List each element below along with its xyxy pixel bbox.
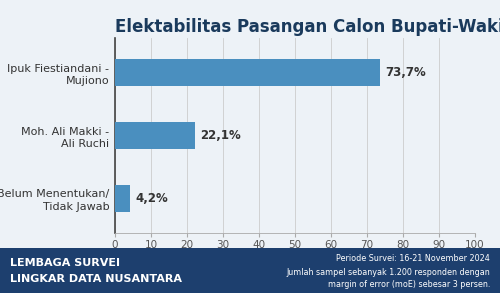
Text: Jumlah sampel sebanyak 1.200 responden dengan: Jumlah sampel sebanyak 1.200 responden d… bbox=[286, 268, 490, 277]
Bar bbox=[115, 59, 380, 86]
Text: Periode Survei: 16-21 November 2024: Periode Survei: 16-21 November 2024 bbox=[336, 254, 490, 263]
Bar bbox=[115, 122, 194, 149]
Text: LINGKAR DATA NUSANTARA: LINGKAR DATA NUSANTARA bbox=[10, 274, 182, 284]
Text: 22,1%: 22,1% bbox=[200, 129, 240, 142]
Bar bbox=[115, 185, 130, 212]
Text: Elektabilitas Pasangan Calon Bupati-Wakil Bupati: Elektabilitas Pasangan Calon Bupati-Waki… bbox=[115, 18, 500, 35]
Text: 73,7%: 73,7% bbox=[386, 66, 426, 79]
Text: margin of error (moE) sebesar 3 persen.: margin of error (moE) sebesar 3 persen. bbox=[328, 280, 490, 289]
Text: LEMBAGA SURVEI: LEMBAGA SURVEI bbox=[10, 258, 120, 268]
Text: 4,2%: 4,2% bbox=[136, 192, 168, 205]
